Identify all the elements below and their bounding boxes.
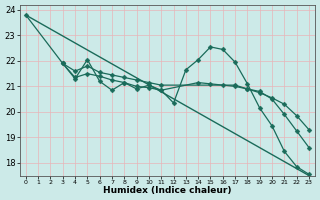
X-axis label: Humidex (Indice chaleur): Humidex (Indice chaleur) xyxy=(103,186,232,195)
